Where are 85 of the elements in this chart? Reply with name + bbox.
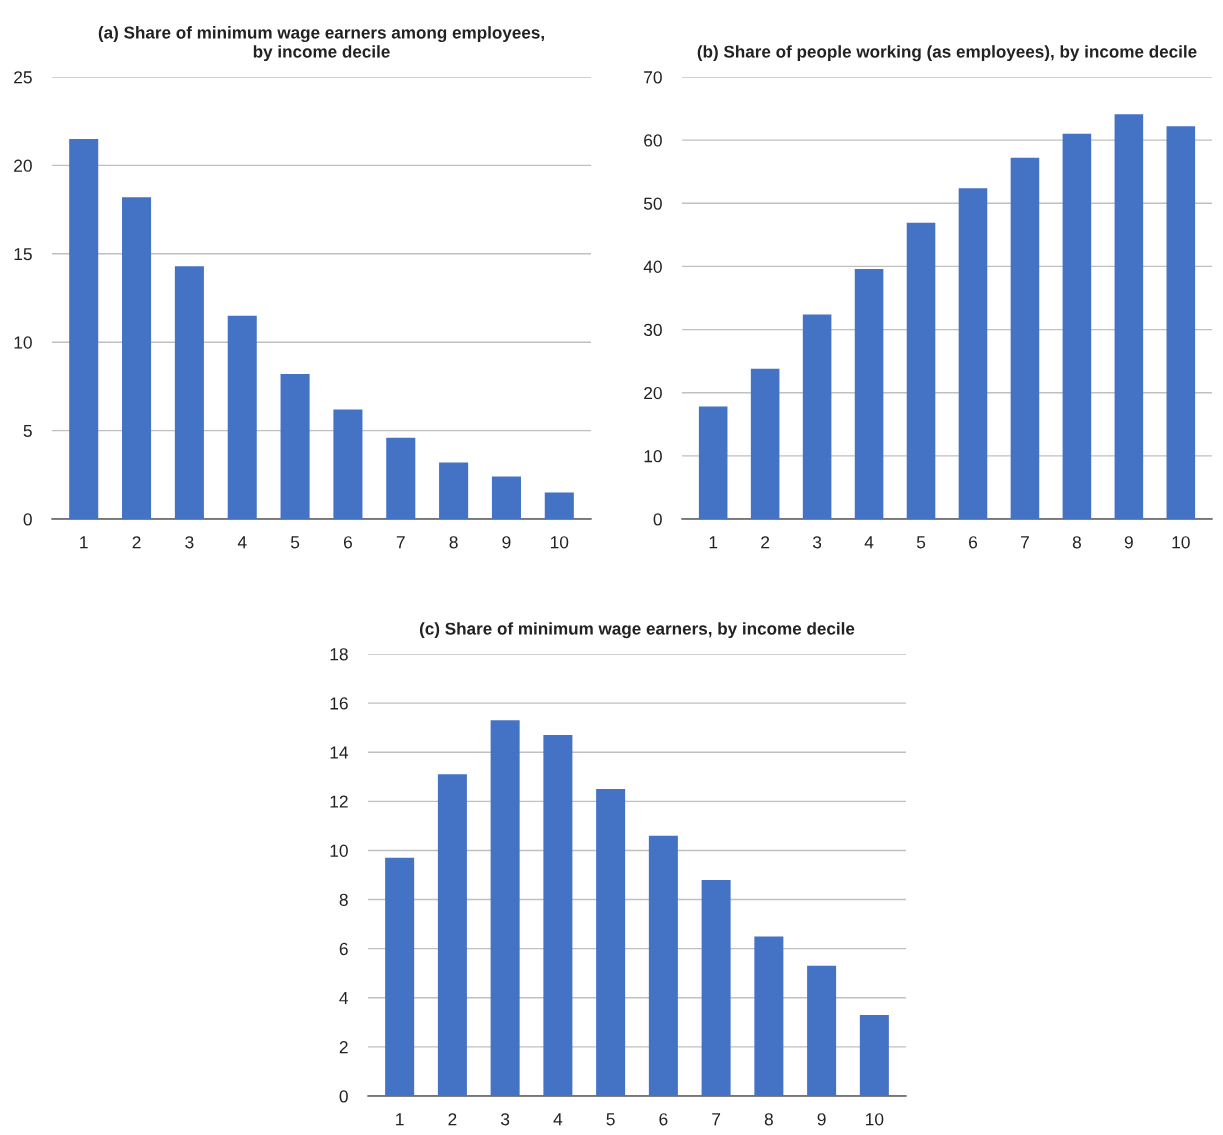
x-tick-label: 9 [1124, 536, 1133, 549]
bar [906, 222, 936, 519]
chart-title: (a) Share of minimum wage earners among employees, by income decile [98, 26, 544, 62]
y-tick-label: 14 [330, 746, 349, 759]
x-tick-label: 4 [864, 536, 874, 549]
x-tick-label: 7 [712, 1113, 721, 1126]
chart-title: (c) Share of minimum wage earners, by income decile [419, 622, 855, 639]
bar [174, 266, 204, 519]
x-tick-label: 8 [1072, 536, 1081, 549]
bar [333, 409, 363, 519]
bar [854, 268, 884, 519]
bar [122, 197, 152, 519]
x-tick-label: 1 [80, 536, 88, 549]
chart-title: (b) Share of people working (as employees), by income decile [697, 45, 1197, 62]
bar [596, 789, 626, 1096]
y-tick-label: 6 [339, 942, 348, 956]
bar [385, 857, 415, 1096]
y-tick-label: 10 [644, 450, 662, 463]
y-tick-label: 30 [643, 323, 662, 337]
bar [1062, 133, 1092, 519]
bar [227, 315, 257, 519]
bar [491, 476, 521, 519]
x-tick-label: 5 [290, 536, 300, 549]
x-tick-label: 9 [502, 536, 511, 549]
y-tick-label: 8 [339, 893, 348, 907]
x-tick-label: 4 [237, 536, 247, 549]
bar [69, 138, 99, 519]
bar [544, 492, 574, 519]
x-tick-label: 8 [449, 536, 458, 549]
y-tick-label: 0 [23, 513, 32, 526]
x-tick-label: 8 [764, 1113, 773, 1126]
x-tick-label: 7 [1021, 536, 1029, 549]
bar [958, 188, 988, 519]
x-tick-label: 5 [916, 536, 926, 549]
bar [807, 965, 837, 1096]
x-tick-label: 1 [396, 1113, 404, 1126]
y-tick-label: 60 [644, 134, 662, 147]
bar [1166, 126, 1196, 519]
y-tick-label: 0 [339, 1090, 348, 1103]
x-tick-label: 2 [132, 536, 141, 549]
y-tick-label: 10 [330, 844, 348, 857]
y-tick-label: 70 [644, 71, 662, 84]
x-tick-label: 2 [761, 536, 770, 549]
x-tick-label: 5 [606, 1113, 615, 1126]
y-tick-label: 12 [330, 795, 348, 808]
bar [859, 1014, 889, 1096]
y-tick-label: 40 [643, 260, 662, 273]
y-tick-label: 2 [339, 1041, 348, 1054]
y-tick-label: 20 [644, 386, 662, 400]
bar [386, 437, 416, 519]
y-tick-label: 0 [653, 513, 662, 526]
y-tick-label: 50 [643, 197, 662, 210]
x-tick-label: 4 [553, 1113, 563, 1126]
y-tick-label: 5 [23, 424, 32, 438]
bar [543, 735, 573, 1096]
bar [437, 774, 467, 1096]
y-tick-label: 15 [14, 248, 32, 261]
y-tick-label: 20 [14, 159, 32, 172]
x-tick-label: 6 [969, 536, 978, 549]
bar [701, 879, 731, 1096]
x-tick-label: 7 [396, 536, 405, 549]
x-tick-label: 10 [550, 536, 569, 549]
bar [1010, 157, 1040, 519]
x-tick-label: 3 [500, 1113, 510, 1126]
x-tick-label: 1 [709, 536, 718, 549]
bar [754, 936, 784, 1096]
bar [802, 314, 832, 519]
bar [1114, 114, 1144, 519]
bar [698, 406, 728, 519]
y-tick-label: 4 [339, 992, 349, 1005]
x-tick-label: 2 [448, 1113, 457, 1126]
y-tick-label: 16 [330, 697, 348, 710]
bar [648, 835, 678, 1096]
x-tick-label: 3 [185, 536, 194, 549]
y-tick-label: 10 [14, 336, 32, 349]
x-tick-label: 3 [812, 536, 822, 549]
y-tick-label: 25 [14, 71, 32, 84]
x-tick-label: 10 [866, 1113, 884, 1126]
bar [439, 462, 469, 519]
x-tick-label: 10 [1172, 536, 1190, 549]
bar [490, 720, 520, 1096]
bar [750, 368, 780, 519]
bar [280, 374, 310, 519]
x-tick-label: 9 [817, 1113, 826, 1126]
y-tick-label: 18 [330, 648, 348, 661]
